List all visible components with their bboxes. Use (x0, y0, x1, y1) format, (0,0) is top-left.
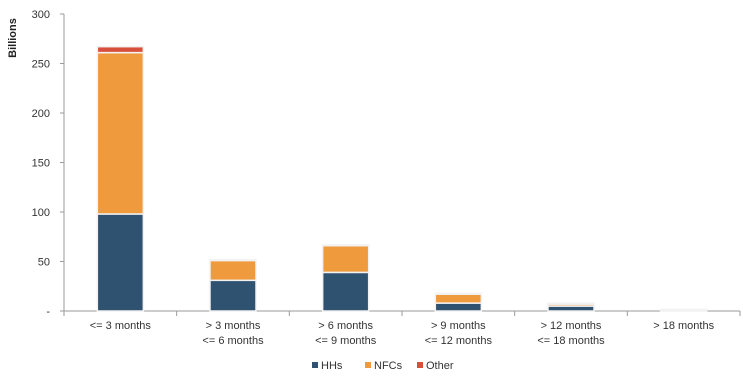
x-category-label: <= 3 months (90, 320, 152, 332)
bar-segment-hhs (321, 271, 370, 312)
x-category-label: > 6 months (318, 320, 373, 332)
bar-segment-nfcs (209, 259, 257, 282)
y-axis-title: Billions (7, 18, 19, 58)
axes: - 50 100 150 200 250 300 (32, 9, 741, 318)
bar-segment-other (96, 45, 145, 54)
x-category-label: > 18 months (653, 320, 714, 332)
legend-swatch (365, 362, 371, 368)
bar-segment-other (209, 258, 257, 262)
bar-segment-nfcs (434, 293, 483, 304)
x-axis-labels: <= 3 months > 3 months <= 6 months > 6 mont… (90, 320, 715, 347)
x-category-label: > 12 months (541, 320, 602, 332)
bar-segment-hhs (96, 213, 145, 312)
y-tick-label: 300 (32, 9, 50, 21)
x-category-label: <= 12 months (425, 335, 493, 347)
bars (96, 45, 708, 312)
bar-segment-hhs (434, 302, 483, 312)
y-tick-label: 100 (32, 207, 50, 219)
y-tick-label: 250 (32, 59, 50, 71)
legend-swatch (417, 362, 423, 368)
y-axis-title-group: Billions (7, 18, 19, 58)
legend-label: NFCs (374, 360, 403, 372)
legend-swatch (312, 362, 318, 368)
bar-segment-nfcs (96, 51, 145, 215)
y-tick-label: 200 (32, 108, 50, 120)
y-tick-label: 50 (38, 257, 50, 269)
bar-segment-nfcs (659, 308, 708, 312)
bar-segment-nfcs (321, 244, 370, 274)
legend: HHs NFCs Other (312, 360, 454, 372)
x-category-label: > 9 months (431, 320, 486, 332)
bar-segment-other (547, 302, 595, 305)
y-tick-label: 150 (32, 158, 50, 170)
x-category-label: <= 6 months (202, 335, 264, 347)
legend-label: HHs (321, 360, 343, 372)
bar-segment-other (434, 292, 483, 295)
legend-label: Other (426, 360, 454, 372)
x-category-label: > 3 months (206, 320, 261, 332)
bar-segment-other (321, 244, 370, 247)
bar-segment-hhs (209, 279, 257, 312)
y-tick-label: - (46, 306, 50, 318)
x-category-label: <= 9 months (315, 335, 377, 347)
x-category-label: <= 18 months (537, 335, 605, 347)
